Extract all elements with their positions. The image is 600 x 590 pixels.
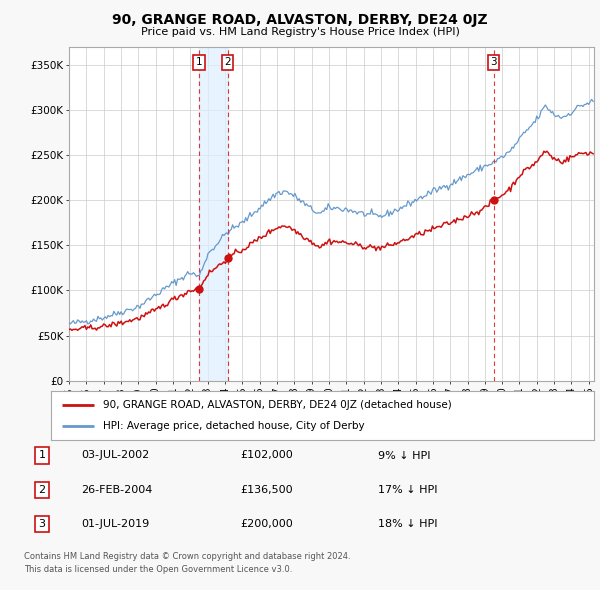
Text: £102,000: £102,000: [240, 451, 293, 460]
Text: 26-FEB-2004: 26-FEB-2004: [81, 485, 152, 494]
Text: 90, GRANGE ROAD, ALVASTON, DERBY, DE24 0JZ: 90, GRANGE ROAD, ALVASTON, DERBY, DE24 0…: [112, 13, 488, 27]
Text: 01-JUL-2019: 01-JUL-2019: [81, 519, 149, 529]
Text: Price paid vs. HM Land Registry's House Price Index (HPI): Price paid vs. HM Land Registry's House …: [140, 27, 460, 37]
Text: 18% ↓ HPI: 18% ↓ HPI: [378, 519, 437, 529]
Text: 1: 1: [38, 451, 46, 460]
Bar: [199, 47, 227, 381]
Text: HPI: Average price, detached house, City of Derby: HPI: Average price, detached house, City…: [103, 421, 364, 431]
Text: £200,000: £200,000: [240, 519, 293, 529]
Text: 3: 3: [490, 57, 497, 67]
Text: 9% ↓ HPI: 9% ↓ HPI: [378, 451, 431, 460]
Text: Contains HM Land Registry data © Crown copyright and database right 2024.: Contains HM Land Registry data © Crown c…: [24, 552, 350, 561]
Text: 90, GRANGE ROAD, ALVASTON, DERBY, DE24 0JZ (detached house): 90, GRANGE ROAD, ALVASTON, DERBY, DE24 0…: [103, 399, 451, 409]
Text: This data is licensed under the Open Government Licence v3.0.: This data is licensed under the Open Gov…: [24, 565, 292, 574]
Text: 2: 2: [38, 485, 46, 494]
Text: 3: 3: [38, 519, 46, 529]
Text: £136,500: £136,500: [240, 485, 293, 494]
Text: 2: 2: [224, 57, 231, 67]
Text: 03-JUL-2002: 03-JUL-2002: [81, 451, 149, 460]
Text: 1: 1: [196, 57, 202, 67]
Text: 17% ↓ HPI: 17% ↓ HPI: [378, 485, 437, 494]
